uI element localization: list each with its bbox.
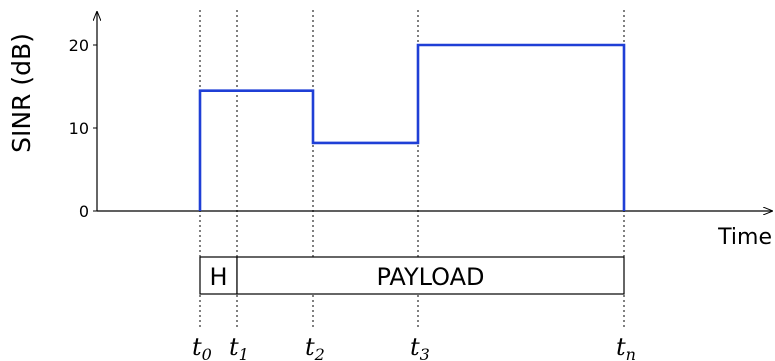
sinr-series (198, 43, 626, 211)
frame-field-label: H (209, 263, 227, 291)
x-axis-label: Time (717, 225, 772, 250)
y-axis-label: SINR (dB) (7, 33, 36, 153)
y-tick-label: 20 (69, 36, 89, 55)
time-markers: t0 t1 t2 t3 tn (192, 10, 636, 361)
frame-field (199, 256, 238, 295)
frame-field-label: PAYLOAD (376, 263, 484, 291)
sinr-step-line (198, 43, 626, 211)
marker-label: t1 (229, 333, 249, 361)
axes: 0 10 20 (69, 12, 772, 221)
marker-label: t0 (192, 333, 212, 361)
y-tick-label: 0 (79, 202, 89, 221)
frame-field (236, 256, 625, 295)
marker-label: tn (616, 333, 636, 361)
y-tick-label: 10 (69, 119, 89, 138)
packet-frame: H PAYLOAD (199, 256, 625, 295)
marker-label: t3 (410, 333, 430, 361)
marker-label: t2 (305, 333, 325, 361)
